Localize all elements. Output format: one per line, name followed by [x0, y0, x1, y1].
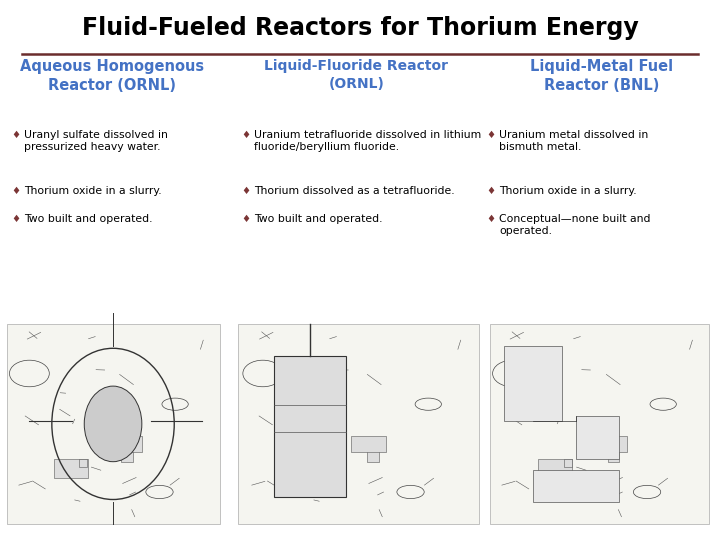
Text: Fluid-Fueled Reactors for Thorium Energy: Fluid-Fueled Reactors for Thorium Energy	[81, 16, 639, 40]
Bar	[351, 436, 385, 452]
Text: Uranium metal dissolved in
bismuth metal.: Uranium metal dissolved in bismuth metal…	[499, 130, 648, 152]
Text: Conceptual—none built and
operated.: Conceptual—none built and operated.	[499, 214, 650, 236]
FancyBboxPatch shape	[533, 470, 619, 502]
Bar	[564, 459, 572, 467]
Text: ♦: ♦	[11, 130, 20, 140]
Bar	[593, 436, 627, 452]
Bar	[367, 441, 379, 462]
Bar	[79, 459, 87, 467]
FancyBboxPatch shape	[274, 356, 346, 497]
Bar	[122, 441, 133, 462]
Text: ♦: ♦	[486, 214, 495, 224]
FancyBboxPatch shape	[238, 324, 479, 524]
Text: ♦: ♦	[11, 186, 20, 196]
Bar	[54, 459, 88, 478]
Text: Aqueous Homogenous
Reactor (ORNL): Aqueous Homogenous Reactor (ORNL)	[19, 59, 204, 93]
Bar	[291, 459, 325, 478]
Text: Thorium oxide in a slurry.: Thorium oxide in a slurry.	[24, 186, 161, 196]
Text: Two built and operated.: Two built and operated.	[254, 214, 382, 224]
FancyBboxPatch shape	[576, 416, 619, 459]
Text: Thorium dissolved as a tetrafluoride.: Thorium dissolved as a tetrafluoride.	[254, 186, 455, 196]
Text: ♦: ♦	[11, 214, 20, 224]
Text: ♦: ♦	[241, 214, 251, 224]
Bar	[319, 459, 327, 467]
Text: Uranium tetrafluoride dissolved in lithium
fluoride/beryllium fluoride.: Uranium tetrafluoride dissolved in lithi…	[254, 130, 482, 152]
Text: Two built and operated.: Two built and operated.	[24, 214, 152, 224]
Text: Thorium oxide in a slurry.: Thorium oxide in a slurry.	[499, 186, 636, 196]
Bar	[538, 459, 572, 478]
Text: ♦: ♦	[486, 186, 495, 196]
FancyBboxPatch shape	[7, 324, 220, 524]
FancyBboxPatch shape	[504, 346, 562, 421]
Bar	[608, 441, 619, 462]
Bar	[107, 436, 142, 452]
FancyBboxPatch shape	[490, 324, 709, 524]
Text: ♦: ♦	[241, 186, 251, 196]
Text: Uranyl sulfate dissolved in
pressurized heavy water.: Uranyl sulfate dissolved in pressurized …	[24, 130, 168, 152]
Text: ♦: ♦	[486, 130, 495, 140]
Ellipse shape	[84, 386, 142, 462]
Text: Liquid-Fluoride Reactor
(ORNL): Liquid-Fluoride Reactor (ORNL)	[264, 59, 449, 91]
Text: Liquid-Metal Fuel
Reactor (BNL): Liquid-Metal Fuel Reactor (BNL)	[530, 59, 672, 93]
Text: ♦: ♦	[241, 130, 251, 140]
